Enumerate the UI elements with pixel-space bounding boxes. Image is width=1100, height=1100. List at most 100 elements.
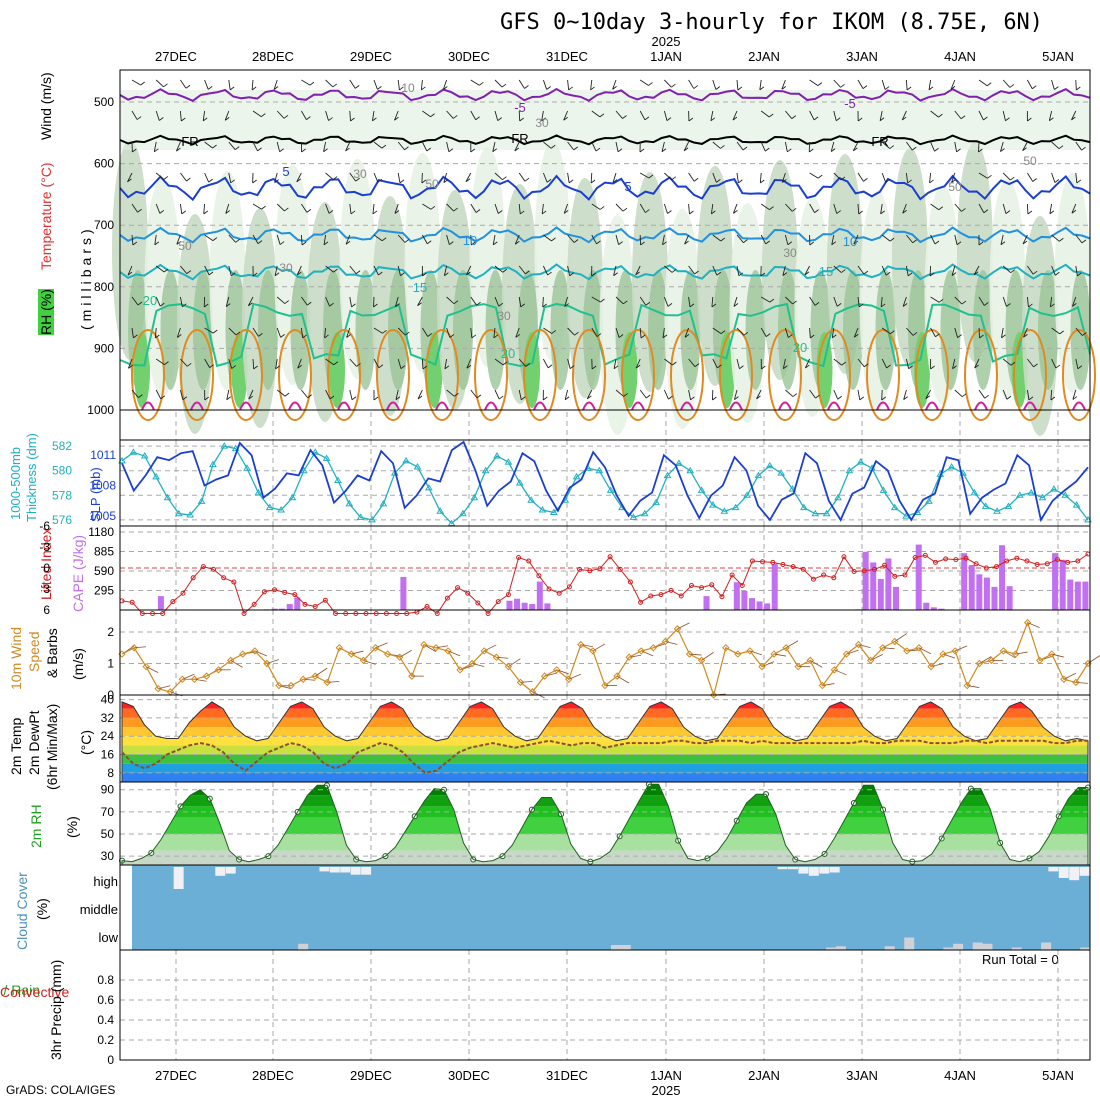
temp-contour-label: 20 bbox=[143, 293, 157, 308]
cape-bar bbox=[870, 562, 877, 610]
slp-line bbox=[121, 440, 1089, 523]
isotherm-30 bbox=[386, 401, 400, 411]
precip-conv-label: Convective bbox=[0, 984, 70, 1000]
freezing-level bbox=[119, 134, 1091, 146]
wind-barb bbox=[248, 389, 254, 400]
wind-barb bbox=[930, 359, 935, 370]
cloud-high-gap bbox=[340, 867, 351, 873]
wind-barb bbox=[688, 265, 699, 275]
wind-barb bbox=[1075, 358, 1083, 370]
wind-barb bbox=[179, 203, 187, 215]
isotherm-25 bbox=[719, 329, 753, 421]
wind-barb bbox=[443, 172, 449, 183]
rh-shade bbox=[940, 270, 961, 390]
wind-barb bbox=[296, 265, 302, 276]
wind-barb bbox=[470, 203, 481, 213]
wind-barb bbox=[131, 110, 142, 120]
wind-barb bbox=[155, 358, 169, 365]
temp2m-tick-label: 32 bbox=[101, 711, 115, 725]
isotherm-25 bbox=[327, 329, 361, 421]
thickness-point bbox=[799, 503, 808, 511]
isotherm-30 bbox=[190, 401, 204, 411]
wind-barb bbox=[276, 389, 290, 397]
wind-barb bbox=[296, 172, 302, 183]
wind-barb bbox=[808, 141, 814, 153]
thickness-tick-label: 576 bbox=[52, 513, 72, 527]
wind10-point bbox=[722, 644, 730, 652]
wind-barb bbox=[954, 327, 962, 338]
li-point bbox=[729, 572, 735, 578]
wind-barb bbox=[466, 265, 472, 276]
wind-barb bbox=[444, 358, 450, 370]
li-point bbox=[505, 592, 511, 598]
wind-barb bbox=[397, 79, 404, 91]
cloud-low-gap bbox=[904, 937, 915, 950]
li-point bbox=[190, 575, 196, 581]
wind-barb bbox=[397, 265, 405, 277]
wind-barb bbox=[732, 203, 738, 214]
wind-barb bbox=[203, 203, 208, 215]
li-point bbox=[485, 611, 491, 616]
wind-barb bbox=[833, 203, 841, 214]
wind-barb bbox=[785, 296, 797, 305]
wind-barb bbox=[422, 327, 432, 337]
temp-contour-label: FR bbox=[871, 134, 888, 149]
wind-barb bbox=[929, 172, 934, 184]
isotherm-25 bbox=[523, 329, 557, 421]
wind-barb bbox=[759, 79, 765, 91]
wind-barb bbox=[760, 203, 774, 210]
wind10-point bbox=[661, 637, 670, 646]
wind-barb bbox=[683, 141, 690, 152]
wind-barb bbox=[1022, 141, 1028, 152]
date-label-bottom: 5JAN bbox=[1042, 1068, 1074, 1083]
wind10-point bbox=[142, 662, 150, 671]
wind-barb bbox=[662, 234, 667, 246]
wind-barb bbox=[1075, 234, 1087, 244]
rh-shade bbox=[290, 270, 311, 390]
wind-barb bbox=[951, 172, 956, 183]
pressure-tick-label: 600 bbox=[94, 157, 114, 171]
wind-barb bbox=[492, 234, 498, 246]
wind10-barb bbox=[1075, 682, 1088, 684]
wind10-line bbox=[121, 620, 1089, 698]
temp-band bbox=[122, 745, 1088, 755]
cape-tick-label: 590 bbox=[94, 564, 114, 578]
wind-barb bbox=[809, 110, 819, 121]
wind-barb bbox=[1002, 172, 1015, 181]
wind-barb bbox=[978, 79, 992, 87]
cloud-low-gap bbox=[953, 943, 964, 950]
wind-barb bbox=[542, 79, 551, 90]
wind10-point bbox=[927, 662, 935, 671]
cape-bar bbox=[294, 597, 301, 610]
temp-contour-label: 15 bbox=[819, 264, 833, 279]
wind-barb bbox=[514, 141, 520, 152]
wind-barb bbox=[833, 358, 846, 366]
isotherm-25 bbox=[376, 329, 410, 421]
thickness-point bbox=[765, 461, 774, 469]
wind-barb bbox=[831, 327, 837, 339]
wind-barb bbox=[470, 234, 476, 246]
wind-barb bbox=[880, 203, 885, 215]
cape-bar bbox=[862, 551, 869, 610]
thickness-point bbox=[288, 493, 297, 501]
wind10-barb bbox=[858, 644, 871, 649]
wind-barb bbox=[228, 358, 236, 369]
li-point bbox=[627, 579, 633, 585]
wind-barb bbox=[176, 327, 182, 338]
wind-barb bbox=[131, 389, 143, 399]
li-point bbox=[810, 576, 816, 582]
wind-barb bbox=[397, 172, 405, 184]
wind-barb bbox=[760, 327, 771, 338]
date-label-bottom: 27DEC bbox=[155, 1068, 197, 1083]
wind-barb bbox=[615, 234, 623, 246]
wind-barb bbox=[127, 265, 133, 276]
wind10-barb bbox=[423, 644, 437, 652]
isotherm-25 bbox=[1013, 329, 1047, 421]
wind-barb bbox=[809, 172, 823, 179]
cape-bar bbox=[976, 574, 983, 610]
precip-tick-label: 0.6 bbox=[97, 993, 114, 1007]
precip-tick-label: 0.4 bbox=[97, 1013, 114, 1027]
thickness-line bbox=[121, 445, 1089, 525]
wind-barb bbox=[733, 389, 739, 401]
precip-panel-frame bbox=[119, 949, 1091, 1061]
